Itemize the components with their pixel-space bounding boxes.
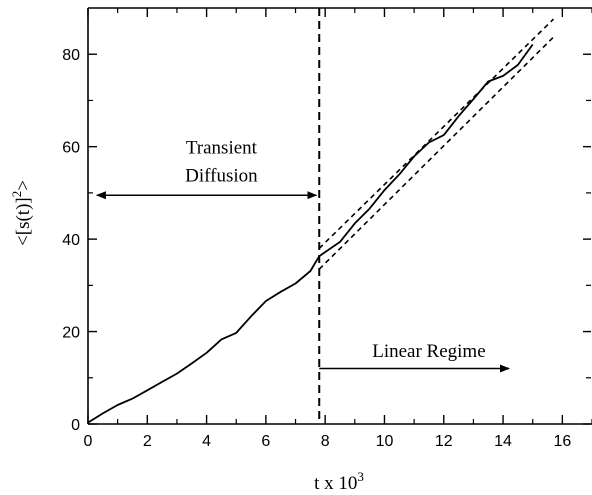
plot-area: 0 2 4 6 8 10 12 14 16 0 20 40 60 80 Transient Diffusion… — [62, 7, 592, 450]
x-tick-label: 12 — [435, 433, 453, 450]
y-tick-label: 80 — [62, 47, 80, 64]
annotation-label: Diffusion — [185, 165, 258, 186]
y-axis-title-text: <[s(t)] — [13, 197, 34, 246]
x-tick-label: 8 — [321, 433, 330, 450]
y-axis-title-tail: > — [13, 180, 34, 191]
y-tick-label: 0 — [71, 417, 80, 434]
x-tick-label: 0 — [84, 433, 93, 450]
x-axis-title-superscript: 3 — [357, 469, 364, 484]
x-axis-title-text: t x 10 — [314, 473, 357, 494]
data-line — [87, 43, 534, 424]
y-tick-label: 60 — [62, 140, 80, 157]
x-tick-label: 14 — [494, 433, 512, 450]
y-tick-label: 40 — [62, 232, 80, 249]
x-tick-label: 10 — [376, 433, 394, 450]
x-tick-label: 2 — [143, 433, 152, 450]
dashed-bound-line-2 — [318, 36, 555, 270]
dashed-bound-line-1 — [318, 18, 555, 249]
y-axis-title: <[s(t)]2> — [9, 180, 34, 246]
x-tick-label: 4 — [202, 433, 211, 450]
x-tick-label: 6 — [261, 433, 270, 450]
y-axis-title-superscript: 2 — [9, 191, 24, 198]
y-tick-label: 20 — [62, 325, 80, 342]
x-tick-label: 16 — [553, 433, 571, 450]
annotation-label: Linear Regime — [372, 341, 485, 362]
x-axis-title: t x 103 — [314, 469, 364, 494]
annotation-label: Transient — [186, 138, 258, 159]
